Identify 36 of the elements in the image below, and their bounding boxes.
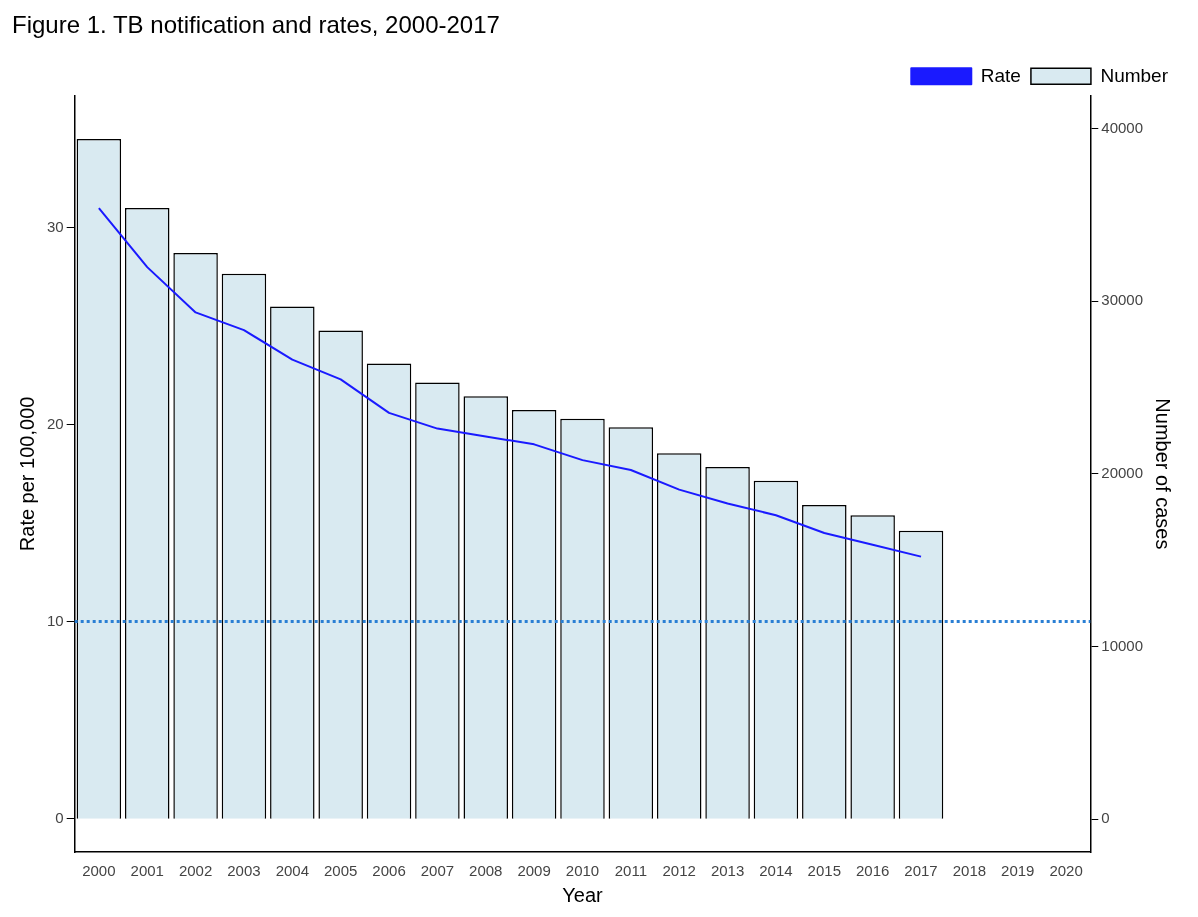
- x-tick-label: 2007: [420, 862, 455, 880]
- x-tick-label: 2008: [469, 862, 503, 880]
- y2-tick-label: 30000: [1101, 291, 1144, 309]
- y2-tick-label: 20000: [1101, 464, 1144, 482]
- y-axis-title: Rate per 100,000: [15, 396, 38, 552]
- x-tick-label: 2003: [227, 862, 261, 880]
- y-tick-label: 30: [47, 217, 64, 235]
- y-tick-label: 20: [47, 414, 64, 432]
- y2-tick-label: 10000: [1101, 636, 1144, 654]
- x-axis-title: Year: [562, 883, 604, 906]
- x-tick-label: 2010: [565, 862, 600, 880]
- x-tick-label: 2011: [614, 862, 647, 880]
- x-tick-label: 2015: [807, 862, 841, 880]
- y2-tick-label: 40000: [1101, 118, 1144, 136]
- x-tick-label: 2004: [275, 862, 309, 880]
- y2-tick-label: 0: [1101, 809, 1110, 827]
- chart-title: Figure 1. TB notification and rates, 2000-2017: [12, 11, 500, 39]
- legend-label: Rate: [980, 64, 1021, 86]
- x-tick-label: 2001: [130, 862, 164, 880]
- x-tick-label: 2006: [372, 862, 406, 880]
- y-tick-label: 0: [55, 808, 64, 826]
- x-tick-label: 2002: [178, 862, 213, 880]
- x-tick-label: 2018: [952, 862, 987, 880]
- x-tick-label: 2012: [662, 862, 696, 880]
- legend-label: Number: [1100, 64, 1169, 86]
- x-tick-label: 2017: [904, 862, 938, 880]
- x-tick-label: 2005: [323, 862, 358, 880]
- x-tick-label: 2000: [82, 862, 116, 880]
- x-tick-label: 2013: [710, 862, 745, 880]
- x-tick-label: 2016: [855, 862, 890, 880]
- y2-axis-title: Number of cases: [1152, 398, 1175, 550]
- x-tick-label: 2014: [759, 862, 793, 880]
- x-tick-label: 2019: [1001, 862, 1035, 880]
- x-tick-label: 2020: [1049, 862, 1083, 880]
- x-tick-label: 2009: [517, 862, 551, 880]
- y-tick-label: 10: [47, 611, 64, 629]
